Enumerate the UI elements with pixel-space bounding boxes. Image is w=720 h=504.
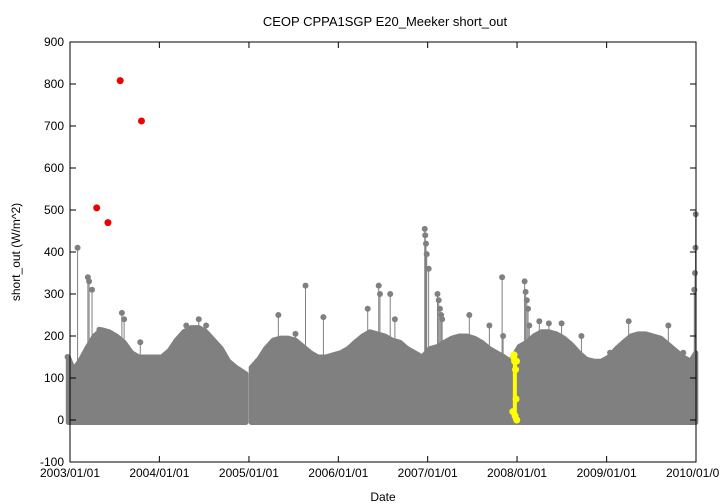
plot-frame <box>69 41 697 463</box>
axis-ticks: -100 0 100 200 300 400 500 600 700 800 900 2003/01/… <box>40 35 720 480</box>
x-tick-label-6: 2009/01/01 <box>577 466 637 480</box>
gray-spike-point-45 <box>607 349 614 356</box>
y-tick-label-3: 200 <box>44 329 64 343</box>
gray-spike-point-26 <box>425 265 432 272</box>
gray-spike-point-38 <box>523 297 530 304</box>
gray-spike-point-7 <box>118 309 125 316</box>
gray-spike-point-44 <box>578 333 585 339</box>
y-tick-label-8: 700 <box>44 119 64 133</box>
chart-title: CEOP CPPA1SGP E20_Meeker short_out <box>263 14 508 29</box>
gray-spike-point-34 <box>499 274 506 281</box>
gray-spike-point-41 <box>536 318 543 325</box>
x-tick-label-7: 2010/01/01 <box>666 466 720 480</box>
gray-spike-point-11 <box>195 316 202 323</box>
gray-spike-point-16 <box>320 314 327 321</box>
gray-spike-point-37 <box>522 288 529 295</box>
gray-spike-point-13 <box>275 312 282 318</box>
yellow-point-6 <box>512 395 520 403</box>
y-tick-label-7: 600 <box>44 161 64 175</box>
yellow-point-7 <box>513 357 521 365</box>
gray-spike-point-29 <box>436 305 443 312</box>
gray-spike-point-6 <box>107 337 114 344</box>
y-tick-label-6: 500 <box>44 203 64 217</box>
gray-spike-point-36 <box>521 278 528 285</box>
y-tick-label-5: 400 <box>44 245 64 259</box>
y-tick-label-4: 300 <box>44 287 64 301</box>
yellow-point-2 <box>510 351 518 359</box>
gray-spike-point-12 <box>203 322 210 329</box>
y-tick-label-9: 800 <box>44 77 64 91</box>
yellow-point-8 <box>513 416 521 424</box>
y-axis-label: short_out (W/m^2) <box>9 203 23 301</box>
gray-spike-point-21 <box>391 316 398 323</box>
gray-spike-point-43 <box>558 320 565 327</box>
gray-spike-point-15 <box>302 282 309 289</box>
gray-spike-point-4 <box>89 286 96 293</box>
gray-spike-point-5 <box>96 326 103 333</box>
gray-spike-point-20 <box>387 291 394 297</box>
y-tick-label-10: 900 <box>44 35 64 49</box>
y-tick-label-2: 100 <box>44 371 64 385</box>
red-outlier-point-1 <box>104 219 112 227</box>
red-outlier-point-2 <box>116 77 124 85</box>
yellow-point-5 <box>512 366 520 374</box>
y-tick-label-1: 0 <box>57 413 64 427</box>
gray-spike-point-9 <box>137 339 144 346</box>
x-tick-label-5: 2008/01/01 <box>487 466 547 480</box>
gray-spike-point-24 <box>422 240 429 247</box>
gray-spike-point-40 <box>526 322 533 329</box>
gray-spike-point-19 <box>376 291 383 297</box>
gray-spike-point-48 <box>680 349 687 356</box>
yellow-band <box>512 354 517 420</box>
gray-spike-point-42 <box>545 320 552 327</box>
red-outlier-point-0 <box>93 204 101 212</box>
x-tick-label-3: 2006/01/01 <box>308 466 368 480</box>
x-tick-label-2: 2005/01/01 <box>219 466 279 480</box>
x-axis-label: Date <box>370 490 396 504</box>
gray-spike-point-46 <box>625 318 632 325</box>
gray-spike-point-3 <box>86 278 93 285</box>
gray-spike-point-17 <box>364 305 371 312</box>
gray-spike-point-10 <box>183 322 190 329</box>
gray-spike-point-39 <box>525 305 532 312</box>
gray-spike-point-14 <box>292 330 299 337</box>
gray-spike-point-35 <box>500 333 507 339</box>
x-tick-label-1: 2004/01/01 <box>129 466 189 480</box>
red-outlier-point-3 <box>137 117 145 125</box>
gray-spike-point-18 <box>375 282 382 289</box>
gray-envelope-0 <box>65 325 249 425</box>
gray-spike-point-31 <box>439 316 446 323</box>
gray-spike-point-1 <box>74 244 81 251</box>
gray-spike-point-32 <box>466 312 473 318</box>
gray-spike-point-25 <box>423 251 430 258</box>
gray-spike-point-23 <box>422 232 429 239</box>
plot-area <box>64 77 699 425</box>
gray-envelope-1 <box>248 329 699 425</box>
x-tick-label-4: 2007/01/01 <box>398 466 458 480</box>
gray-spike-point-8 <box>121 316 128 323</box>
gray-spike-point-47 <box>665 322 672 329</box>
gray-spike-point-33 <box>486 322 493 329</box>
gray-spike-point-22 <box>421 225 428 232</box>
gray-spike-point-0 <box>64 354 71 360</box>
x-tick-label-0: 2003/01/01 <box>40 466 100 480</box>
gray-spike-point-27 <box>434 291 441 297</box>
y-tick-label-0: -100 <box>40 455 64 469</box>
gray-spike-point-28 <box>435 297 442 304</box>
